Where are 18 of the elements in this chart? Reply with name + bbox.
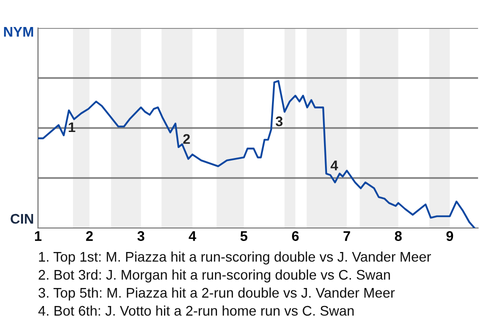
x-tick-label: 9 [446, 231, 454, 241]
x-tick-label: 4 [188, 231, 196, 241]
x-tick-label: 3 [137, 231, 144, 241]
x-tick-label: 5 [240, 231, 248, 241]
text: 3. Top 5th: M. Piazza hit a 2-run double vs J. Vander Meer [38, 288, 395, 300]
annotation: 4 [330, 160, 338, 170]
annotation: 3 [276, 116, 283, 126]
text: 2. Bot 3rd: J. Morgan hit a run-scoring double vs C. Swan [38, 270, 390, 282]
text: CIN [10, 214, 34, 224]
x-tick-label: 2 [86, 231, 93, 241]
x-tick-label: 8 [394, 231, 402, 241]
text: NYM [4, 27, 34, 37]
x-tick-label: 7 [344, 231, 350, 241]
annotation: 2 [183, 134, 190, 144]
text: 1. Top 1st: M. Piazza hit a run-scoring double vs J. Vander Meer [39, 252, 431, 264]
x-tick-label: 6 [292, 231, 299, 241]
text: 4. Bot 6th: J. Votto hit a 2-run home run vs C. Swan [38, 306, 354, 316]
x-tick-label: 1 [35, 231, 42, 241]
